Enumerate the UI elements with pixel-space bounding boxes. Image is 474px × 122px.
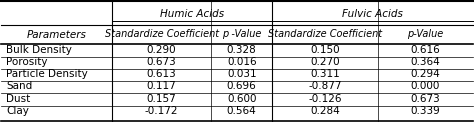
- Text: 0.616: 0.616: [410, 45, 440, 55]
- Text: 0.311: 0.311: [310, 69, 340, 79]
- Text: 0.290: 0.290: [147, 45, 176, 55]
- Text: 0.673: 0.673: [410, 94, 440, 104]
- Text: Sand: Sand: [6, 81, 32, 91]
- Text: 0.031: 0.031: [227, 69, 256, 79]
- Text: Bulk Density: Bulk Density: [6, 45, 72, 55]
- Text: 0.364: 0.364: [410, 57, 440, 67]
- Text: 0.600: 0.600: [227, 94, 256, 104]
- Text: 0.673: 0.673: [147, 57, 176, 67]
- Text: 0.328: 0.328: [227, 45, 256, 55]
- Text: Parameters: Parameters: [27, 30, 87, 40]
- Text: Porosity: Porosity: [6, 57, 47, 67]
- Text: 0.696: 0.696: [227, 81, 256, 91]
- Text: -0.126: -0.126: [309, 94, 342, 104]
- Text: Standardize Coefficient: Standardize Coefficient: [268, 29, 383, 39]
- Text: 0.150: 0.150: [310, 45, 340, 55]
- Text: Dust: Dust: [6, 94, 30, 104]
- Text: Fulvic Acids: Fulvic Acids: [342, 9, 403, 19]
- Text: -0.877: -0.877: [309, 81, 342, 91]
- Text: Clay: Clay: [6, 106, 29, 116]
- Text: 0.564: 0.564: [227, 106, 256, 116]
- Text: Humic Acids: Humic Acids: [160, 9, 224, 19]
- Text: 0.613: 0.613: [147, 69, 176, 79]
- Text: 0.000: 0.000: [411, 81, 440, 91]
- Text: p -Value: p -Value: [222, 29, 261, 39]
- Text: 0.157: 0.157: [147, 94, 176, 104]
- Text: p-Value: p-Value: [407, 29, 444, 39]
- Text: Particle Density: Particle Density: [6, 69, 88, 79]
- Text: 0.117: 0.117: [147, 81, 176, 91]
- Text: 0.294: 0.294: [410, 69, 440, 79]
- Text: Standardize Coefficient: Standardize Coefficient: [105, 29, 219, 39]
- Text: 0.284: 0.284: [310, 106, 340, 116]
- Text: -0.172: -0.172: [145, 106, 178, 116]
- Text: 0.270: 0.270: [310, 57, 340, 67]
- Text: 0.016: 0.016: [227, 57, 256, 67]
- Text: 0.339: 0.339: [410, 106, 440, 116]
